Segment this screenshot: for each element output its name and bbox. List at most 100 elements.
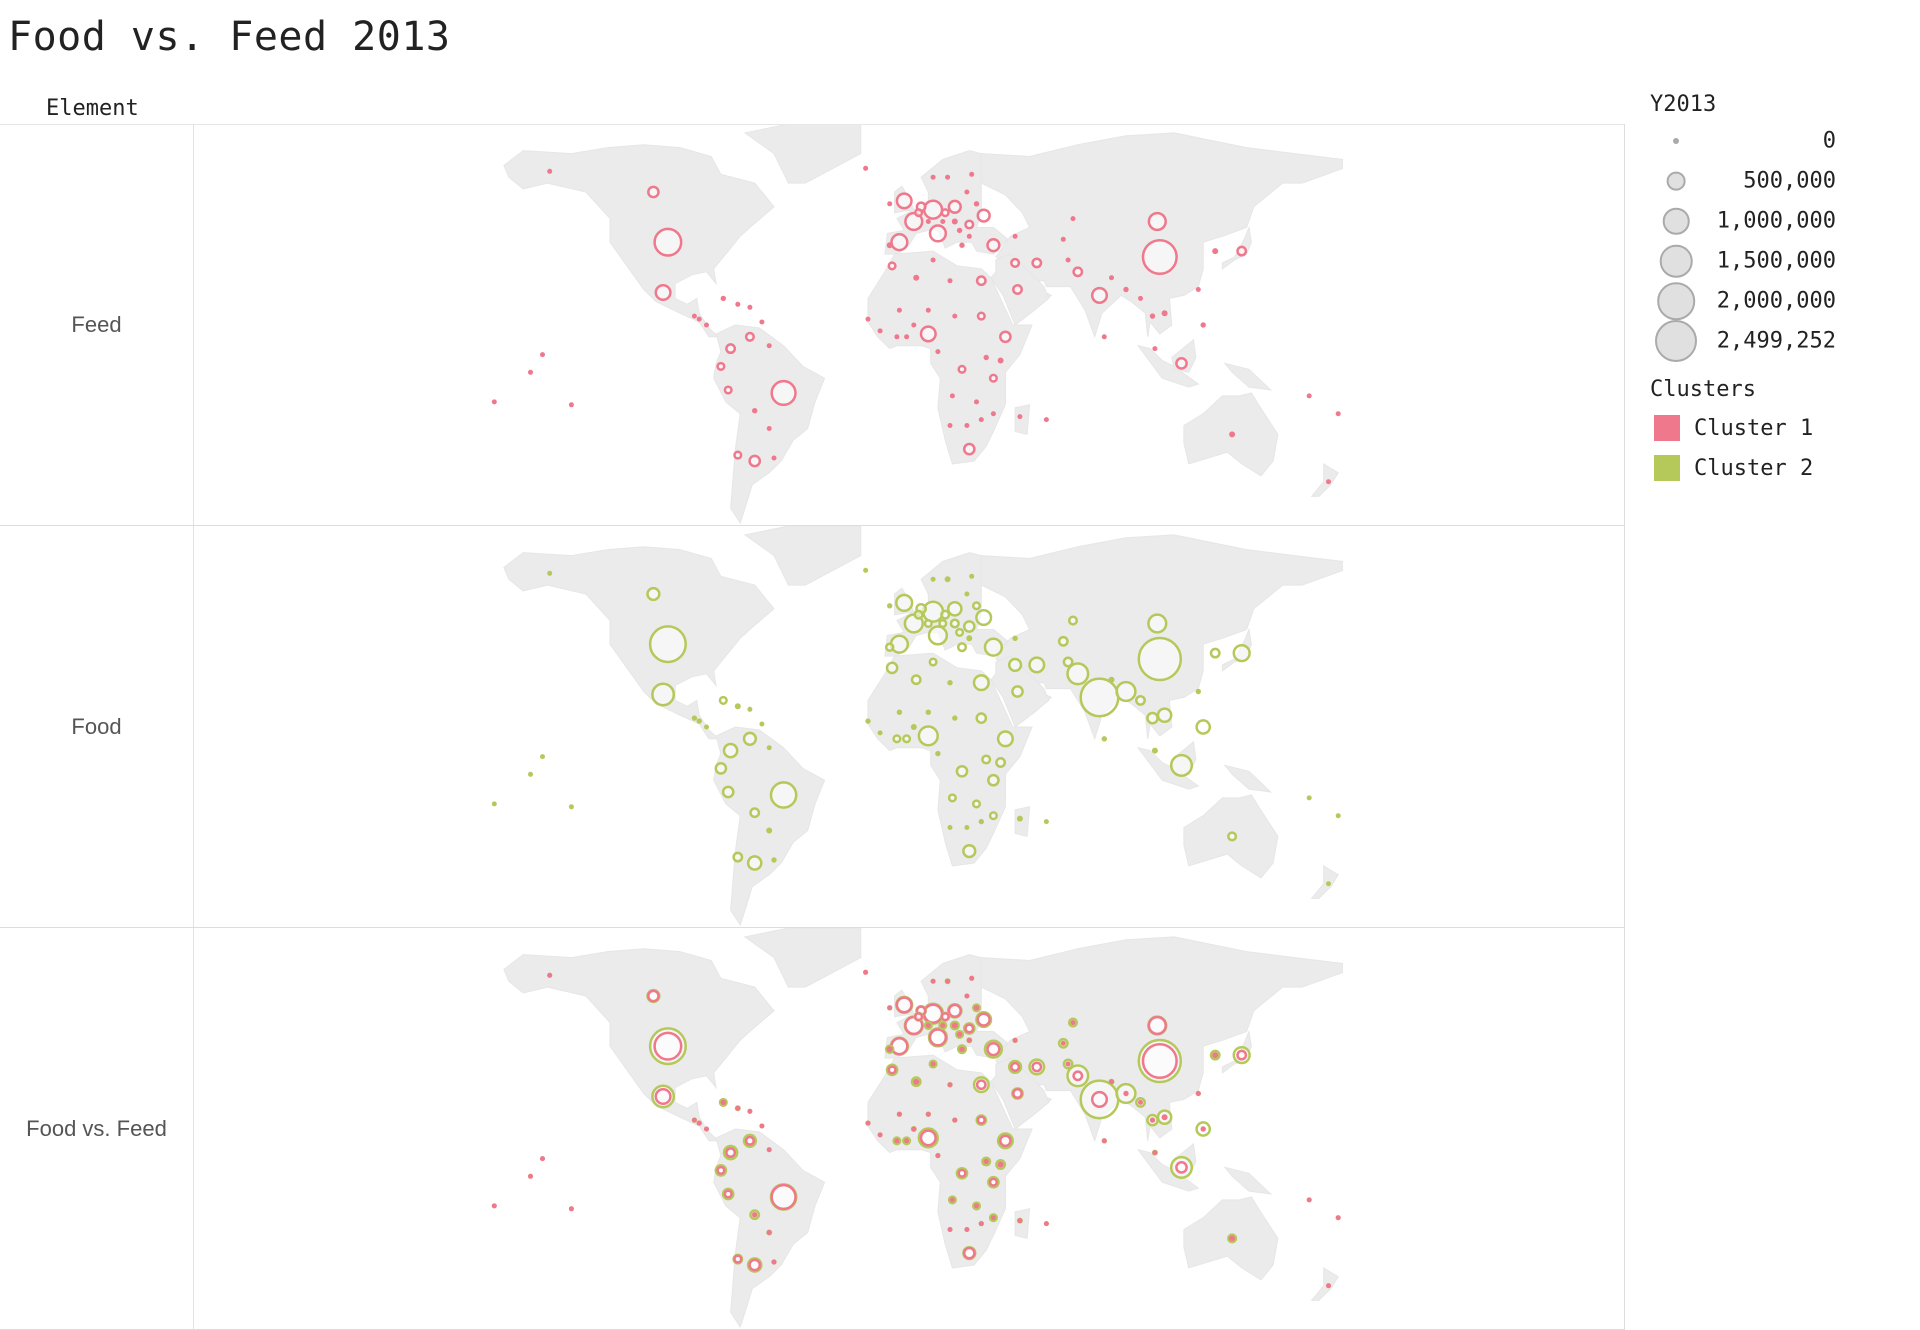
feed-mark[interactable] (951, 1022, 958, 1029)
feed-mark[interactable] (947, 1003, 962, 1018)
food-mark[interactable] (988, 811, 998, 821)
feed-mark[interactable] (647, 185, 660, 199)
feed-mark[interactable] (1043, 417, 1049, 423)
food-mark[interactable] (913, 609, 924, 620)
feed-mark[interactable] (964, 993, 970, 999)
feed-mark[interactable] (904, 1138, 910, 1144)
feed-mark[interactable] (940, 208, 950, 218)
feed-mark[interactable] (988, 373, 998, 383)
food-mark[interactable] (1101, 736, 1107, 742)
feed-mark[interactable] (1012, 1037, 1018, 1043)
feed-mark[interactable] (975, 275, 987, 287)
feed-mark[interactable] (904, 211, 924, 232)
feed-mark[interactable] (1065, 257, 1071, 263)
feed-mark[interactable] (978, 417, 984, 423)
feed-mark[interactable] (1060, 1040, 1066, 1046)
food-mark[interactable] (910, 674, 922, 686)
feed-mark[interactable] (1195, 287, 1201, 292)
feed-mark[interactable] (974, 1203, 979, 1209)
feed-mark[interactable] (653, 227, 683, 257)
food-mark[interactable] (1195, 688, 1201, 695)
feed-mark[interactable] (725, 343, 737, 355)
feed-mark[interactable] (990, 411, 996, 417)
feed-mark[interactable] (935, 1153, 941, 1159)
feed-mark[interactable] (1072, 266, 1084, 278)
feed-mark[interactable] (966, 1037, 972, 1043)
feed-mark[interactable] (733, 1254, 743, 1264)
food-mark[interactable] (902, 734, 912, 744)
feed-mark[interactable] (1149, 313, 1156, 319)
feed-mark[interactable] (1123, 1090, 1129, 1097)
food-mark[interactable] (547, 570, 553, 576)
feed-mark[interactable] (771, 455, 777, 461)
feed-mark[interactable] (1149, 1117, 1156, 1123)
feed-mark[interactable] (945, 174, 951, 180)
feed-mark[interactable] (766, 1147, 772, 1153)
feed-mark[interactable] (949, 393, 955, 399)
feed-mark[interactable] (999, 330, 1012, 344)
food-mark[interactable] (966, 635, 973, 642)
food-mark[interactable] (947, 825, 953, 830)
food-mark[interactable] (889, 634, 910, 654)
feed-mark[interactable] (896, 1111, 902, 1117)
feed-mark[interactable] (1306, 393, 1312, 399)
feed-mark[interactable] (1010, 257, 1021, 268)
feed-mark[interactable] (1195, 1091, 1201, 1096)
feed-mark[interactable] (691, 1117, 697, 1123)
feed-mark[interactable] (1031, 1061, 1043, 1073)
feed-mark[interactable] (653, 1031, 683, 1061)
feed-mark[interactable] (1031, 257, 1043, 269)
food-mark[interactable] (696, 718, 702, 724)
feed-mark[interactable] (930, 257, 936, 263)
feed-mark[interactable] (877, 328, 883, 334)
feed-mark[interactable] (947, 1082, 953, 1088)
feed-mark[interactable] (568, 1206, 574, 1212)
food-mark[interactable] (996, 730, 1014, 748)
feed-mark[interactable] (978, 1221, 984, 1227)
food-mark[interactable] (964, 825, 970, 830)
food-mark[interactable] (971, 799, 982, 809)
feed-mark[interactable] (528, 1173, 533, 1179)
feed-mark[interactable] (914, 1012, 924, 1022)
feed-mark[interactable] (1010, 1061, 1021, 1072)
food-mark[interactable] (975, 712, 988, 724)
food-mark[interactable] (759, 721, 765, 727)
feed-mark[interactable] (696, 1120, 702, 1126)
food-mark[interactable] (952, 715, 958, 721)
feed-mark[interactable] (540, 1156, 545, 1162)
food-mark[interactable] (1146, 711, 1159, 725)
food-mark[interactable] (1011, 685, 1024, 698)
feed-mark[interactable] (896, 307, 902, 313)
food-mark[interactable] (887, 603, 893, 609)
feed-mark[interactable] (925, 307, 931, 313)
food-mark[interactable] (995, 757, 1007, 768)
food-mark[interactable] (896, 709, 903, 715)
feed-mark[interactable] (1229, 431, 1236, 438)
feed-mark[interactable] (528, 369, 533, 375)
food-mark[interactable] (972, 674, 990, 692)
feed-mark[interactable] (766, 426, 772, 431)
feed-mark[interactable] (770, 1183, 797, 1211)
food-mark[interactable] (927, 625, 949, 646)
food-mark[interactable] (877, 730, 883, 736)
food-mark[interactable] (962, 620, 976, 633)
feed-mark[interactable] (890, 1037, 909, 1056)
food-mark[interactable] (491, 801, 497, 807)
food-mark[interactable] (947, 680, 953, 686)
feed-mark[interactable] (913, 1078, 920, 1085)
feed-mark[interactable] (770, 379, 797, 407)
feed-mark[interactable] (863, 165, 869, 171)
feed-mark[interactable] (1236, 1049, 1248, 1061)
feed-mark[interactable] (890, 233, 909, 252)
feed-mark[interactable] (1017, 414, 1023, 420)
feed-mark[interactable] (1335, 1215, 1341, 1221)
food-mark[interactable] (1151, 747, 1158, 754)
feed-mark[interactable] (748, 1258, 762, 1272)
feed-mark[interactable] (919, 325, 937, 343)
feed-mark[interactable] (930, 978, 936, 984)
feed-mark[interactable] (1012, 1088, 1023, 1099)
feed-mark[interactable] (956, 1031, 963, 1038)
food-mark[interactable] (721, 785, 735, 799)
feed-mark[interactable] (990, 1215, 996, 1221)
feed-mark[interactable] (975, 1079, 987, 1091)
